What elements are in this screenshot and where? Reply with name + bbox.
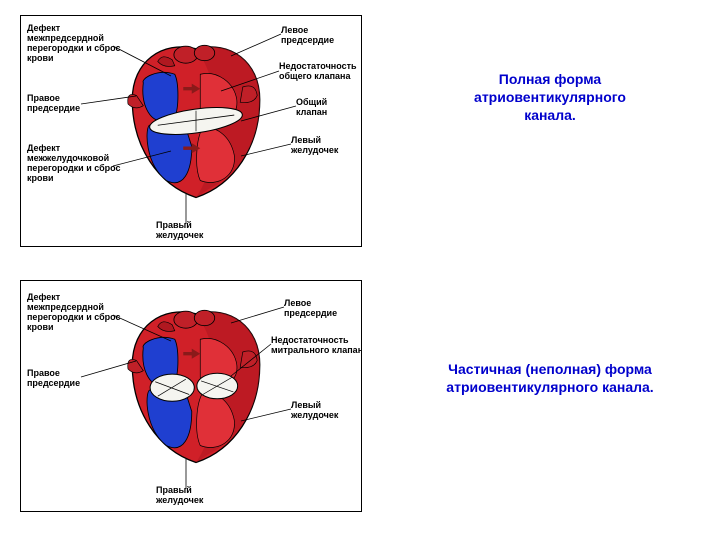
label-asd-bottom: Дефект межпредсердной перегородки и сбро… bbox=[27, 293, 121, 333]
label-ra-top: Правое предсердие bbox=[27, 94, 80, 114]
caption-top: Полная форма атриовентикулярного канала. bbox=[420, 70, 680, 125]
label-la-bottom: Левое предсердие bbox=[284, 299, 337, 319]
label-valveinsuf-top: Недостаточность общего клапана bbox=[279, 62, 357, 82]
label-commonvalve-top: Общий клапан bbox=[296, 98, 327, 118]
label-ra-bottom: Правое предсердие bbox=[27, 369, 80, 389]
top-diagram: Дефект межпредсердной перегородки и сбро… bbox=[20, 15, 362, 247]
label-lv-bottom: Левый желудочек bbox=[291, 401, 338, 421]
label-la-top: Левое предсердие bbox=[281, 26, 334, 46]
label-vsd-top: Дефект межжелудочковой перегородки и сбр… bbox=[27, 144, 121, 184]
caption-bottom: Частичная (неполная) форма атриовентикул… bbox=[400, 360, 700, 396]
label-lv-top: Левый желудочек bbox=[291, 136, 338, 156]
label-asd-top: Дефект межпредсердной перегородки и сбро… bbox=[27, 24, 121, 64]
heart-illustration-top bbox=[111, 21, 281, 221]
label-rv-top: Правый желудочек bbox=[156, 221, 203, 241]
label-mitral-bottom: Недостаточность митрального клапана bbox=[271, 336, 362, 356]
heart-illustration-bottom bbox=[111, 286, 281, 486]
bottom-diagram: Дефект межпредсердной перегородки и сбро… bbox=[20, 280, 362, 512]
label-rv-bottom: Правый желудочек bbox=[156, 486, 203, 506]
